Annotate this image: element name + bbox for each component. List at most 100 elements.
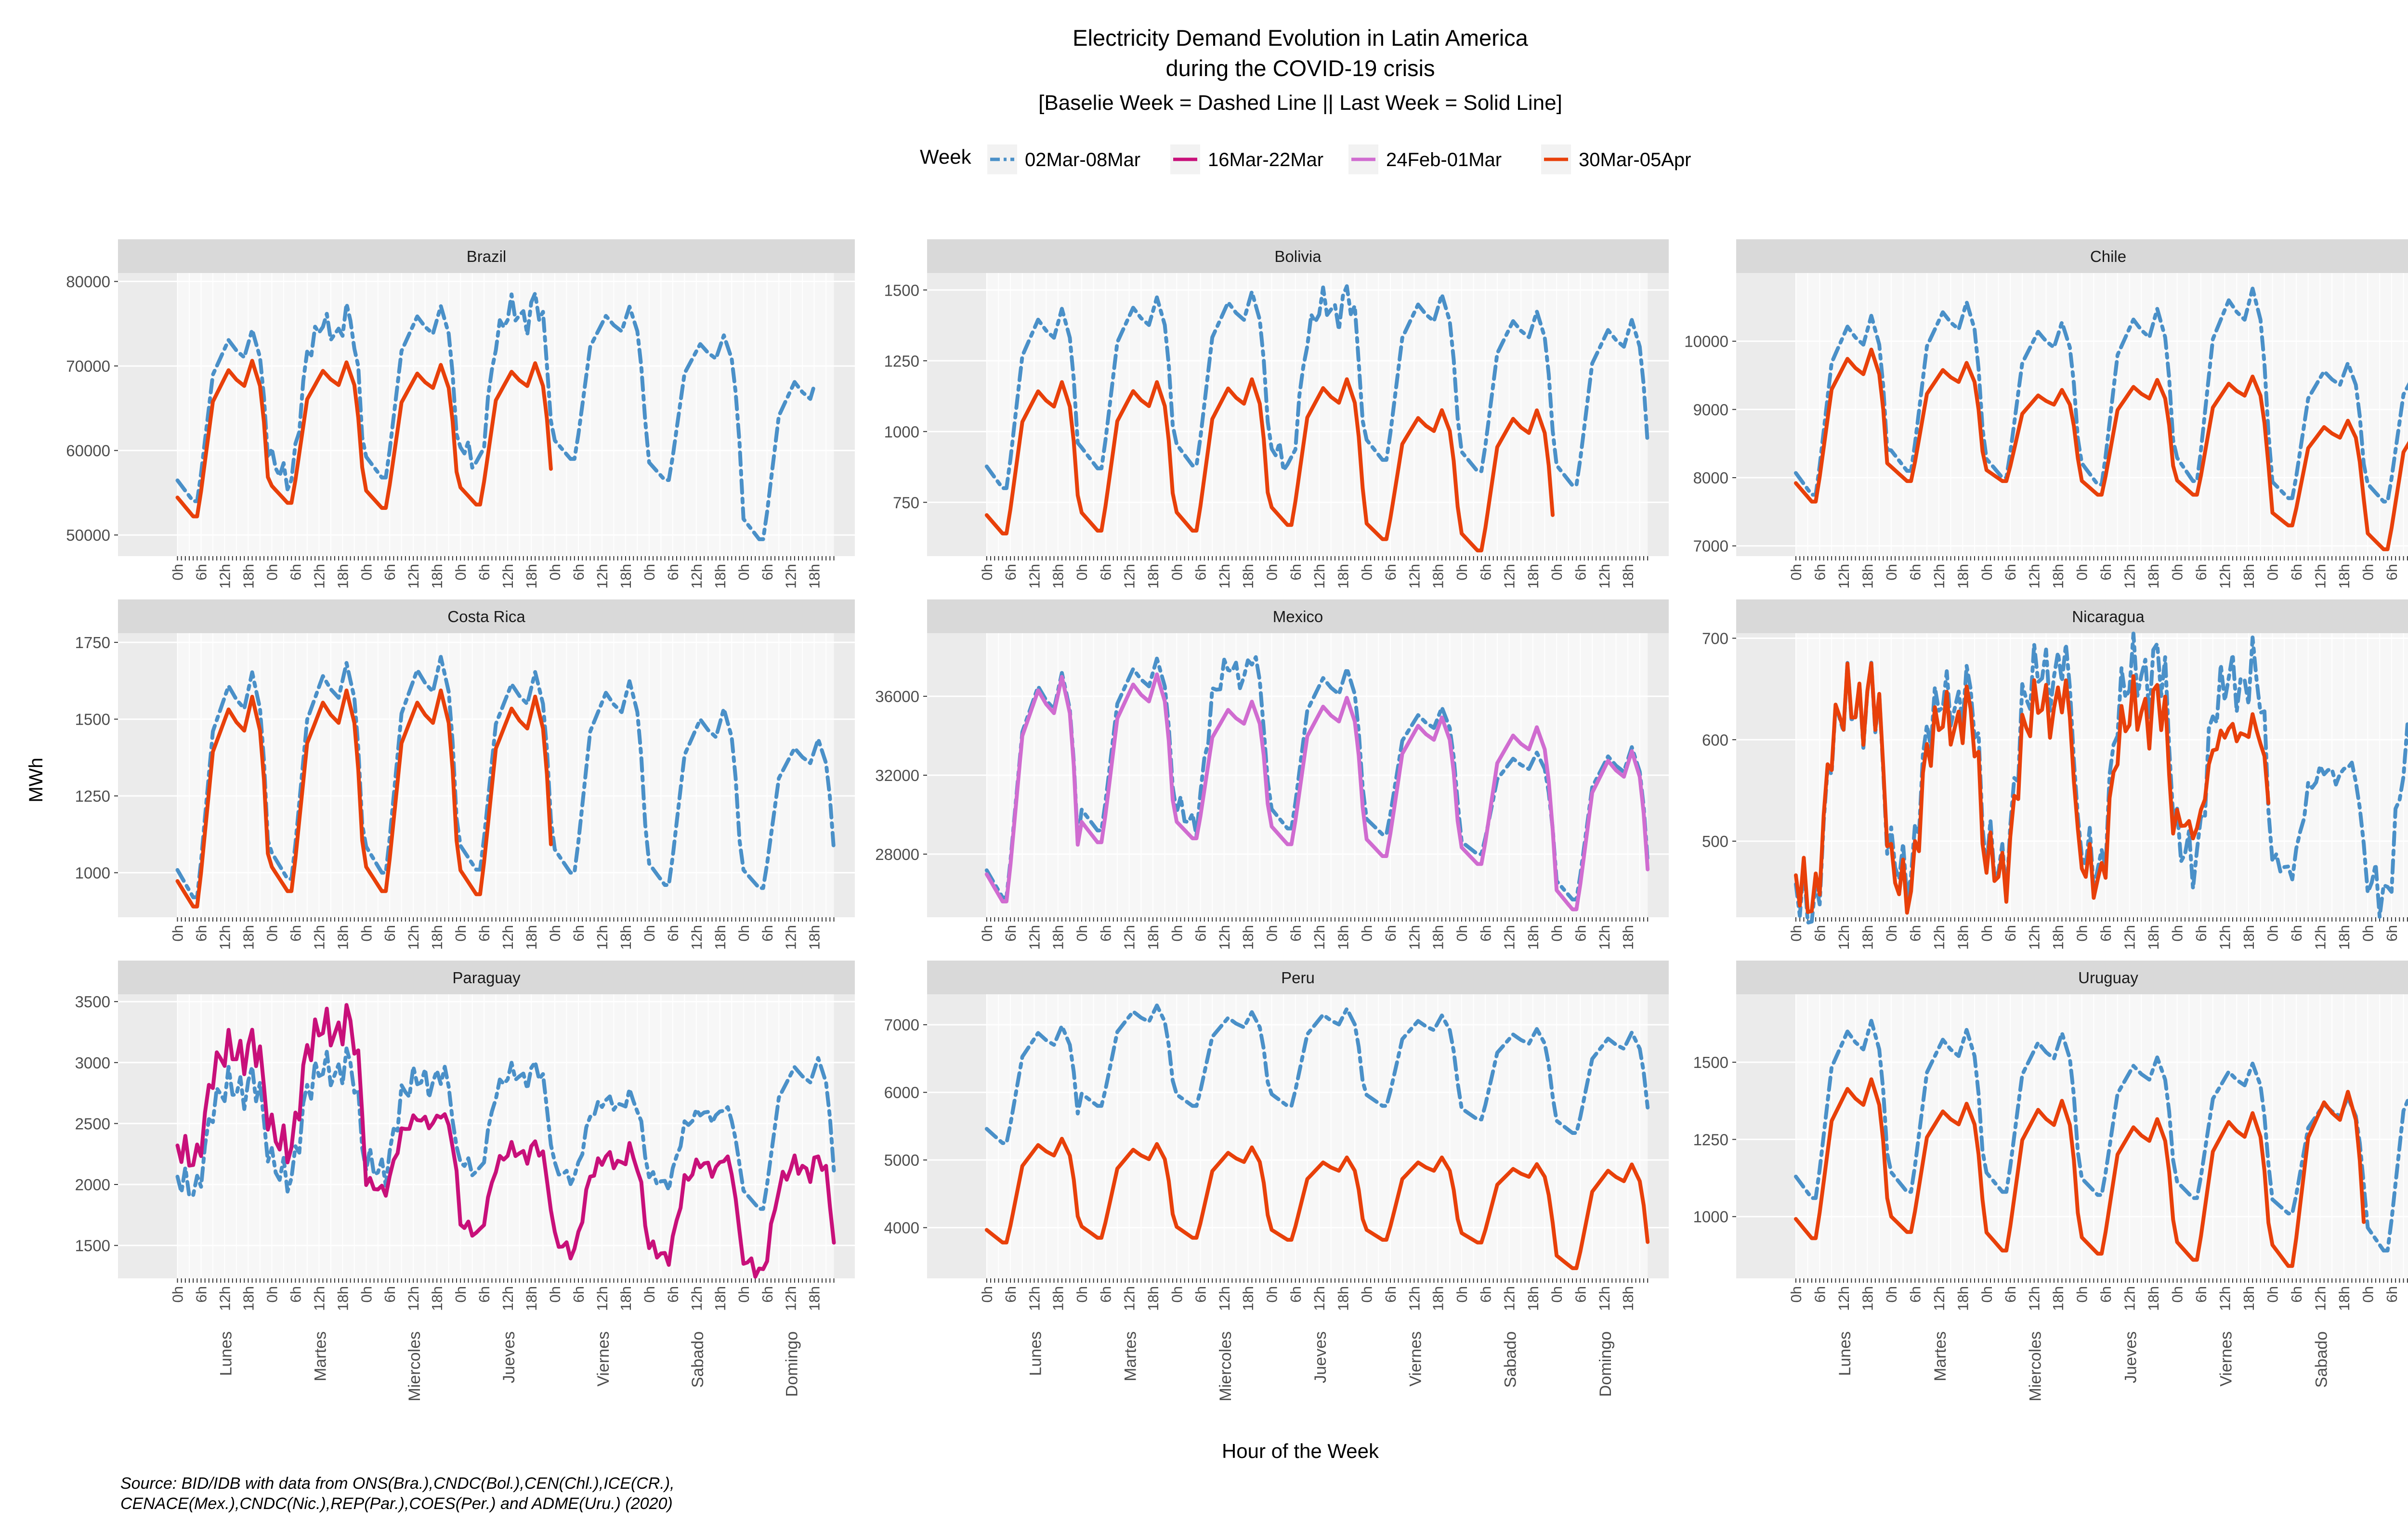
y-tick-label: 700 [1702,630,1728,648]
x-tick-label: 18h [429,925,445,950]
x-tick-label: 12h [2026,564,2043,589]
x-tick-label: 12h [1311,925,1328,950]
x-tick-label: 0h [1263,564,1280,580]
x-tick-label: 18h [2240,564,2257,589]
facet-strip [118,599,855,633]
x-tick-label: 18h [2050,1286,2067,1311]
x-tick-label: 12h [1121,925,1138,950]
x-tick-label: 12h [1216,564,1233,589]
y-tick-label: 600 [1702,731,1728,749]
x-tick-label: 6h [381,925,398,941]
x-tick-label: 6h [2288,564,2305,580]
x-tick-label: 18h [1525,1286,1542,1311]
x-day-label: Sabado [2312,1331,2330,1388]
x-tick-label: 0h [263,1286,280,1302]
legend-title: Week [920,145,972,168]
x-tick-label: 6h [2383,925,2400,941]
plot-inner [1795,273,2408,556]
x-tick-label: 18h [1620,1286,1636,1311]
x-tick-label: 0h [358,564,375,580]
x-tick-label: 12h [1501,564,1518,589]
panel-chile: Chile700080009000100000h6h12h18hLunes0h6… [1684,239,2408,679]
x-tick-label: 12h [1121,1286,1138,1311]
x-tick-label: 12h [1596,1286,1613,1311]
x-tick-label: 18h [1240,564,1256,589]
series-line-02Mar-08Mar [175,1046,836,1211]
legend-label: 30Mar-05Apr [1579,149,1691,170]
x-tick-label: 6h [381,1286,398,1302]
facet-strip [927,599,1669,633]
x-tick-label: 18h [1335,1286,1351,1311]
y-tick-label: 3500 [75,993,110,1011]
x-tick-label: 12h [688,564,705,589]
x-tick-label: 6h [2193,925,2210,941]
x-tick-label: 6h [570,564,587,580]
x-tick-label: 18h [1954,925,1971,950]
x-tick-label: 12h [216,1286,233,1311]
x-tick-label: 12h [1501,925,1518,950]
x-tick-label: 18h [1620,925,1636,950]
x-tick-label: 12h [1596,925,1613,950]
x-tick-label: 18h [334,564,351,589]
x-tick-label: 0h [1453,1286,1470,1302]
x-tick-label: 6h [193,1286,209,1302]
x-tick-label: 12h [1121,564,1138,589]
x-tick-label: 0h [979,1286,995,1302]
y-tick-label: 4000 [884,1219,919,1237]
x-tick-label: 0h [358,925,375,941]
x-tick-label: 6h [1002,564,1019,580]
x-tick-label: 12h [1931,925,1948,950]
x-tick-label: 18h [1145,925,1162,950]
x-tick-label: 12h [1216,1286,1233,1311]
x-tick-label: 0h [641,1286,658,1302]
x-day-label: Martes [1122,1331,1140,1381]
x-tick-label: 12h [2312,925,2329,950]
source-note: Source: BID/IDB with data from ONS(Bra.)… [120,1473,675,1514]
x-tick-label: 18h [429,564,445,589]
x-tick-label: 12h [1406,564,1423,589]
panel-paraguay: Paraguay 1500 2000 2500 3000 3500 0h 6h 12h 18h Lu… [75,961,855,1401]
facet-strip [1736,961,2408,994]
x-tick-label: 18h [806,1286,823,1311]
x-day-label: Jueves [2122,1331,2140,1383]
x-tick-label: 0h [1453,925,1470,941]
panel-uruguay: Uruguay 1000 1250 1500 0h 6h 12h 18h Lunes 0h 6h 12… [1693,961,2408,1401]
x-tick-label: 6h [1287,1286,1304,1302]
x-tick-label: 18h [1525,564,1542,589]
x-tick-label: 12h [2121,925,2138,950]
x-tick-label: 12h [1026,925,1043,950]
x-tick-label: 18h [1430,925,1447,950]
x-tick-label: 18h [1620,564,1636,589]
series-line-30Mar-05Apr [984,377,1555,553]
y-tick-label: 7000 [884,1016,919,1034]
x-tick-label: 0h [452,564,469,580]
series-line-02Mar-08Mar [984,284,1650,490]
x-tick-label: 0h [2264,925,2281,941]
legend-label: 24Feb-01Mar [1386,149,1502,170]
chart-title-line2: during the COVID-19 crisis [1166,55,1435,81]
y-tick-label: 500 [1702,833,1728,850]
x-tick-label: 12h [2026,1286,2043,1311]
x-day-label: Miercoles [1217,1331,1235,1401]
y-tick-label: 9000 [1693,401,1728,418]
x-tick-label: 0h [2074,925,2091,941]
x-day-label: Domingo [1597,1331,1615,1397]
x-tick-label: 6h [1572,1286,1589,1302]
x-tick-label: 6h [665,925,681,941]
x-tick-label: 0h [1883,564,1900,580]
x-tick-label: 12h [1216,925,1233,950]
x-tick-label: 0h [2359,925,2376,941]
x-tick-label: 0h [452,925,469,941]
facet-label: Chile [2090,247,2126,265]
x-tick-label: 0h [1788,1286,1805,1302]
x-day-label: Lunes [217,1331,235,1376]
x-tick-label: 6h [1811,925,1828,941]
x-tick-label: 0h [1073,925,1090,941]
plot-inner [1795,633,2408,917]
series-line-02Mar-08Mar [175,655,836,899]
x-day-label: Viernes [2217,1331,2236,1387]
plot-inner [177,994,834,1278]
x-tick-label: 6h [2097,564,2114,580]
x-tick-label: 18h [1430,1286,1447,1311]
x-tick-label: 12h [2407,564,2408,589]
